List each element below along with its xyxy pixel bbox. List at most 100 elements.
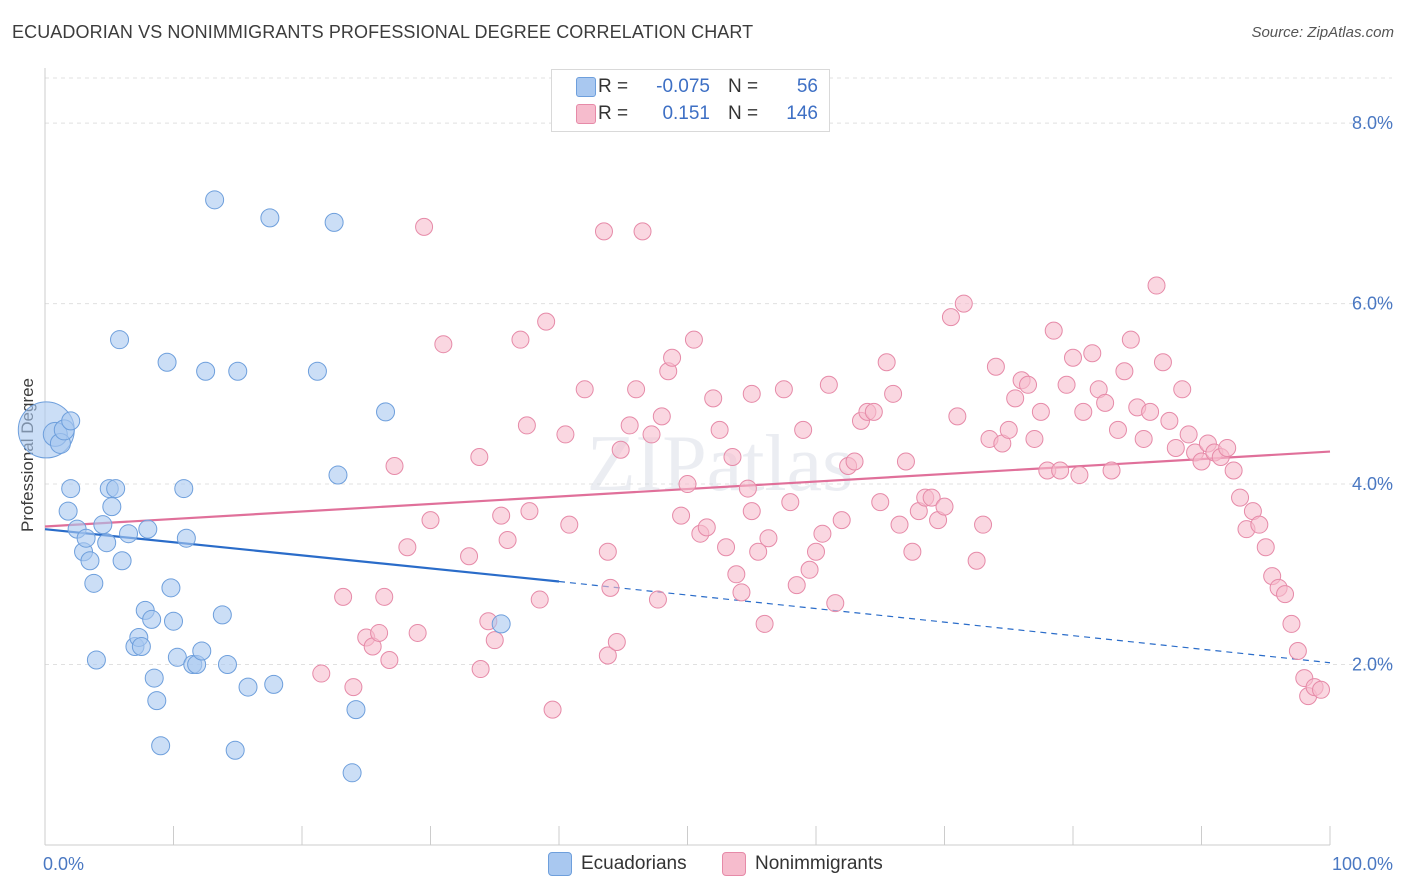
ecuadorian-point (192, 641, 212, 661)
ecuadorian-point (97, 533, 117, 553)
ecuadorian-point (76, 528, 96, 548)
nonimmigrant-point (408, 623, 427, 642)
nonimmigrant-point (498, 531, 517, 550)
nonimmigrant-point (560, 515, 579, 534)
ecuadorian-point (324, 212, 344, 232)
r-value: -0.075 (656, 76, 710, 97)
nonimmigrant-point (415, 217, 434, 236)
nonimmigrant-point (1160, 411, 1179, 430)
nonimmigrant-point (471, 660, 490, 679)
ecuadorian-point (106, 479, 126, 499)
nonimmigrant-point (652, 407, 671, 426)
ecuadorian-point (491, 614, 511, 634)
nonimmigrant-point (749, 542, 768, 561)
nonimmigrant-point (633, 222, 652, 241)
ecuadorian-trend-extension (558, 580, 1331, 664)
ecuadorian-point (119, 524, 139, 544)
nonimmigrant-point (492, 506, 511, 525)
x-tick-label: 0.0% (43, 854, 84, 874)
nonimmigrant-point (759, 529, 778, 548)
nonimmigrant-point (1115, 362, 1134, 381)
legend-row-nonimmigrants: R = 0.151 N = 146 (576, 101, 818, 127)
n-value: 146 (786, 103, 818, 124)
series-legend: Ecuadorians Nonimmigrants (0, 852, 1406, 878)
ecuadorian-point (264, 674, 284, 694)
nonimmigrant-point (385, 457, 404, 476)
nonimmigrant-point (530, 590, 549, 609)
y-tick-label: 6.0% (1352, 294, 1393, 314)
ecuadorian-point (138, 519, 158, 539)
nonimmigrant-point (704, 389, 723, 408)
legend-item-nonimmigrants: Nonimmigrants (722, 852, 883, 876)
nonimmigrant-point (485, 631, 504, 650)
nonimmigrant-point (781, 493, 800, 512)
nonimmigrant-point (678, 475, 697, 494)
nonimmigrant-point (884, 384, 903, 403)
nonimmigrant-point (941, 308, 960, 327)
legend-label: Ecuadorians (581, 853, 687, 874)
r-label: R = (598, 103, 629, 124)
nonimmigrant-point (520, 502, 539, 521)
nonimmigrant-point (556, 425, 575, 444)
nonimmigrant-point (598, 646, 617, 665)
nonimmigrant-point (1051, 461, 1070, 480)
nonimmigrant-point (723, 447, 742, 466)
ecuadorian-point (131, 636, 151, 656)
x-tick-label: 100.0% (1332, 854, 1393, 874)
nonimmigrant-point (1153, 353, 1172, 372)
pink-swatch (576, 104, 596, 124)
ecuadorian-point (205, 190, 225, 210)
ecuadorian-point (144, 668, 164, 688)
nonimmigrant-point (986, 357, 1005, 376)
ecuadorian-point (260, 208, 280, 228)
ecuadorian-point (176, 528, 196, 548)
nonimmigrant-point (864, 402, 883, 421)
nonimmigrant-point (819, 375, 838, 394)
nonimmigrant-point (1070, 466, 1089, 485)
stats-legend: R = -0.075 N = 56 R = 0.151 N = 146 (551, 69, 830, 132)
nonimmigrant-point (398, 538, 417, 557)
nonimmigrant-point (727, 565, 746, 584)
nonimmigrant-point (890, 515, 909, 534)
nonimmigrant-point (732, 583, 751, 602)
nonimmigrant-point (717, 538, 736, 557)
ecuadorian-point (196, 361, 216, 381)
nonimmigrant-point (813, 524, 832, 543)
nonimmigrant-point (710, 420, 729, 439)
nonimmigrant-point (1250, 515, 1269, 534)
nonimmigrant-point (1141, 402, 1160, 421)
ecuadorian-point (212, 605, 232, 625)
ecuadorian-point (328, 465, 348, 485)
ecuadorian-point (342, 763, 362, 783)
nonimmigrant-point (1074, 402, 1093, 421)
nonimmigrant-point (800, 560, 819, 579)
nonimmigrant-point (1096, 393, 1115, 412)
ecuadorian-point (151, 736, 171, 756)
nonimmigrant-point (1108, 420, 1127, 439)
nonimmigrant-point (999, 420, 1018, 439)
nonimmigrant-point (1173, 380, 1192, 399)
nonimmigrant-point (611, 440, 630, 459)
nonimmigrant-point (877, 353, 896, 372)
nonimmigrant-point (370, 623, 389, 642)
nonimmigrant-point (1192, 452, 1211, 471)
nonimmigrant-point (742, 384, 761, 403)
nonimmigrant-point (1312, 680, 1331, 699)
ecuadorian-point (346, 700, 366, 720)
legend-row-ecuadorians: R = -0.075 N = 56 (576, 74, 818, 100)
ecuadorian-point (102, 497, 122, 517)
ecuadorian-point (142, 609, 162, 629)
ecuadorian-point (174, 479, 194, 499)
nonimmigrant-point (421, 511, 440, 530)
ecuadorian-point (164, 611, 183, 631)
nonimmigrant-point (620, 416, 639, 435)
nonimmigrant-point (1276, 585, 1295, 604)
x-tick-labels: 0.0% 100.0% (43, 854, 1393, 874)
ecuadorian-point (110, 330, 130, 350)
nonimmigrant-point (598, 542, 617, 561)
nonimmigrant-point (312, 664, 331, 683)
ecuadorian-point (80, 551, 100, 571)
r-label: R = (598, 76, 629, 97)
chart-title: ECUADORIAN VS NONIMMIGRANTS PROFESSIONAL… (12, 22, 754, 42)
nonimmigrant-point (922, 488, 941, 507)
